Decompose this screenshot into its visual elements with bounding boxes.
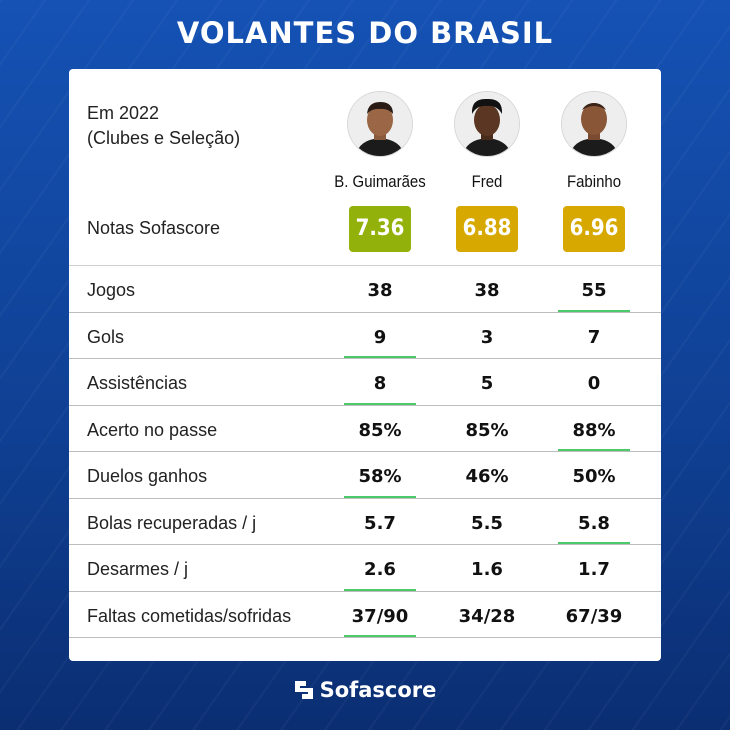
period-scope: (Clubes e Seleção) <box>87 128 241 148</box>
stat-label: Jogos <box>87 280 136 300</box>
stat-value: 1.7 <box>578 559 610 580</box>
stat-value: 1.6 <box>471 559 503 580</box>
stat-value: 3 <box>480 326 494 348</box>
stat-value: 5 <box>480 373 494 394</box>
row-divider <box>69 637 661 638</box>
player-photo-icon <box>347 91 413 157</box>
row-divider <box>69 311 661 313</box>
stat-value: 37/90 <box>351 605 409 627</box>
stat-value: 9 <box>373 326 387 348</box>
stat-value: 34/28 <box>458 605 516 627</box>
best-value-underline <box>344 588 416 591</box>
stat-label: Bolas recuperadas / j <box>87 512 257 533</box>
row-divider <box>69 451 661 452</box>
row-divider <box>69 404 661 406</box>
comparison-card: Em 2022 (Clubes e Seleção) B. Guimarães <box>69 69 661 661</box>
best-value-underline <box>344 495 416 498</box>
player-column-3: Fabinho <box>539 91 649 192</box>
row-divider <box>69 590 661 592</box>
row-divider <box>69 497 661 499</box>
rating-badge: 7.36 <box>349 206 411 252</box>
stat-value: 0 <box>587 373 601 394</box>
period-label: Em 2022 (Clubes e Seleção) <box>87 101 240 151</box>
player-name: B. Guimarães <box>334 172 426 191</box>
stat-value: 58% <box>358 466 402 487</box>
stat-value: 5.7 <box>364 512 396 534</box>
player-photo-icon <box>561 91 627 157</box>
ratings-label: Notas Sofascore <box>87 218 221 238</box>
stat-value: 67/39 <box>565 605 623 627</box>
stat-value: 85% <box>358 419 402 441</box>
best-value-underline <box>344 356 416 358</box>
player-photo-icon <box>454 91 520 157</box>
stat-value: 50% <box>572 466 616 487</box>
stat-value: 85% <box>465 419 509 441</box>
stat-value: 7 <box>587 326 601 348</box>
player-name: Fabinho <box>566 172 622 191</box>
row-divider <box>69 358 661 359</box>
rating-badge: 6.96 <box>563 206 625 252</box>
stat-label: Gols <box>87 326 125 347</box>
stat-value: 8 <box>373 373 387 394</box>
stat-value: 2.6 <box>364 559 396 580</box>
player-name: Fred <box>471 172 503 191</box>
stat-value: 38 <box>367 280 393 301</box>
stat-value: 46% <box>465 466 509 487</box>
rating-badge: 6.88 <box>456 206 518 252</box>
stat-value: 5.8 <box>578 512 610 534</box>
stat-value: 5.5 <box>471 512 503 534</box>
brand-name: Sofascore <box>319 678 437 702</box>
best-value-underline <box>558 449 630 451</box>
stat-label: Duelos ganhos <box>87 466 208 486</box>
stat-value: 38 <box>474 280 500 301</box>
stat-label: Acerto no passe <box>87 419 218 440</box>
row-divider <box>69 544 661 545</box>
player-column-1: B. Guimarães <box>325 91 435 192</box>
best-value-underline <box>558 309 630 312</box>
player-column-2: Fred <box>432 91 542 192</box>
stat-label: Desarmes / j <box>87 559 189 579</box>
stat-value: 88% <box>572 419 616 441</box>
best-value-underline <box>344 635 416 637</box>
best-value-underline <box>558 542 630 544</box>
row-divider <box>69 265 661 266</box>
brand-footer: Sofascore <box>0 678 730 702</box>
stat-label: Faltas cometidas/sofridas <box>87 605 292 626</box>
page-title: VOLANTES DO BRASIL <box>176 16 554 50</box>
best-value-underline <box>344 402 416 405</box>
sofascore-logo-icon <box>294 681 313 699</box>
period-year: Em 2022 <box>87 103 160 123</box>
stat-label: Assistências <box>87 373 188 393</box>
stat-value: 55 <box>581 280 607 301</box>
